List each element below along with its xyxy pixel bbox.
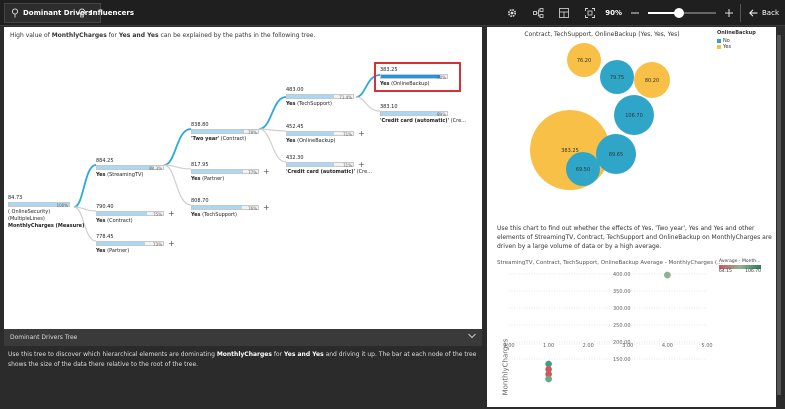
- tree-node[interactable]: 817.95 77% + Yes (Partner): [191, 162, 270, 182]
- bubble-label: 80.20: [645, 78, 659, 84]
- legend-item-yes: Yes: [717, 44, 756, 50]
- bubble-label: 76.20: [577, 58, 591, 64]
- y-tick-label: 300.00: [613, 306, 631, 312]
- scatter-point[interactable]: [664, 271, 671, 279]
- bubble-legend: OnlineBackup No Yes: [717, 30, 756, 50]
- color-scale-title: Average - Month...: [719, 259, 761, 264]
- color-scale-bar: [719, 265, 761, 269]
- tab-dominant-drivers[interactable]: Dominant Drivers: [4, 3, 102, 23]
- pin-icon: [11, 8, 19, 18]
- top-toolbar: Dominant Drivers Influencers 90%: [0, 0, 785, 26]
- bubble[interactable]: 89.65: [596, 134, 636, 174]
- tree-root-node[interactable]: 84.73 100% ( OnlineSecurity) (MultipleLi…: [8, 195, 84, 235]
- tab-influencers[interactable]: Influencers: [72, 3, 142, 23]
- y-tick-label: 350.00: [613, 289, 631, 295]
- bubble-label: 383.25: [561, 148, 579, 154]
- x-tick-label: 2.00: [583, 343, 594, 349]
- y-tick-label: 200.00: [613, 340, 631, 346]
- bubble-label: 89.65: [609, 152, 623, 158]
- bubble-chart: 383.25 76.20 79.75 80.20 106.70 89.65 69…: [530, 43, 670, 190]
- bubble[interactable]: 106.70: [614, 95, 654, 135]
- tree-node[interactable]: 452.45 71% + Yes (OnlineBackup): [286, 124, 365, 144]
- scatter-chart: 400.00 350.00 300.00 250.00 200.00 150.00 0.00…: [503, 271, 713, 383]
- color-scale-max: 106.70: [745, 269, 761, 274]
- expand-plus-icon[interactable]: +: [263, 203, 270, 212]
- back-button[interactable]: Back: [749, 9, 779, 17]
- bubble-label: 79.75: [610, 75, 624, 81]
- tree-node[interactable]: 483.00 71.4% Yes (TechSupport): [286, 87, 354, 107]
- layout-icon[interactable]: [557, 6, 571, 20]
- chevron-down-icon[interactable]: [468, 333, 476, 339]
- bulb-icon: [78, 8, 86, 18]
- y-tick-label: 250.00: [613, 323, 631, 329]
- legend-item-no: No: [717, 38, 756, 44]
- root-line-2: (MultipleLines): [8, 216, 45, 222]
- scatter-point[interactable]: [545, 375, 552, 383]
- zoom-level: 90%: [605, 9, 622, 17]
- chart-info-text: Use this chart to find out whether the e…: [497, 225, 772, 250]
- arrow-left-icon: [749, 9, 758, 17]
- y-tick-label: 400.00: [613, 272, 631, 278]
- tree-node[interactable]: 778.45 73% + Yes (Partner): [96, 234, 175, 254]
- scatter-title: StreamingTV, Contract, TechSupport, Onli…: [497, 260, 723, 266]
- bubble-chart-title: Contract, TechSupport, OnlineBackup (Yes…: [524, 31, 680, 38]
- bubble-label: 106.70: [625, 113, 643, 119]
- dominant-drivers-tree-panel: High value of MonthlyCharges for Yes and…: [4, 27, 482, 329]
- bubble[interactable]: 76.20: [567, 43, 601, 77]
- expand-plus-icon[interactable]: +: [168, 209, 175, 218]
- zoom-out-icon[interactable]: [628, 6, 642, 20]
- tab-label: Dominant Drivers: [23, 9, 93, 17]
- root-line-3: MonthlyCharges (Measure): [8, 223, 85, 229]
- tree-node-selected[interactable]: 383.25 90% Yes (OnlineBackup): [380, 67, 448, 87]
- x-tick-label: 3.00: [622, 343, 633, 349]
- x-tick-label: 4.00: [662, 343, 673, 349]
- tab-label: Influencers: [90, 9, 135, 17]
- bubble[interactable]: 79.75: [600, 60, 634, 94]
- zoom-slider[interactable]: [648, 8, 716, 18]
- bubble[interactable]: 69.50: [566, 152, 600, 186]
- expand-plus-icon[interactable]: +: [263, 167, 270, 176]
- expand-plus-icon[interactable]: +: [358, 160, 365, 169]
- scrollbar-thumb[interactable]: [777, 35, 781, 395]
- tree-headline: High value of MonthlyCharges for Yes and…: [10, 32, 316, 39]
- drivers-tree-section-header[interactable]: Dominant Drivers Tree: [4, 329, 482, 346]
- bubble[interactable]: 80.20: [634, 62, 670, 98]
- x-tick-label: 0.00: [503, 343, 514, 349]
- root-line-1: ( OnlineSecurity): [8, 209, 51, 215]
- details-panel: Contract, TechSupport, OnlineBackup (Yes…: [487, 27, 781, 407]
- tree-node[interactable]: 383.10 89% 'Credit card (automatic)' (Cr…: [380, 104, 466, 124]
- hierarchy-icon[interactable]: [531, 6, 545, 20]
- node-bar: 100%: [8, 202, 70, 208]
- tree-node[interactable]: 838.80 79% 'Two year' (Contract): [191, 122, 259, 142]
- toolbar-divider: [740, 4, 741, 22]
- zoom-in-icon[interactable]: [722, 6, 736, 20]
- tree-node[interactable]: 790.40 75% + Yes (Contract): [96, 204, 175, 224]
- tree-connectors: [73, 74, 381, 242]
- settings-gear-icon[interactable]: [505, 6, 519, 20]
- tree-description: Use this tree to discover which hierarch…: [8, 351, 477, 368]
- fit-to-screen-icon[interactable]: [583, 6, 597, 20]
- tree-node[interactable]: 808.70 76% + Yes (TechSupport): [191, 198, 270, 218]
- x-tick-label: 5.00: [701, 343, 712, 349]
- x-tick-label: 1.00: [543, 343, 554, 349]
- y-tick-label: 150.00: [613, 357, 631, 363]
- color-scale-min: 64.15: [719, 269, 732, 274]
- section-title: Dominant Drivers Tree: [10, 334, 78, 341]
- expand-plus-icon[interactable]: +: [168, 239, 175, 248]
- tree-node[interactable]: 432.30 71% + 'Credit card (automatic)' (…: [286, 155, 372, 175]
- expand-plus-icon[interactable]: +: [358, 129, 365, 138]
- vertical-scrollbar[interactable]: [776, 27, 782, 407]
- legend-title: OnlineBackup: [717, 30, 756, 36]
- node-value: 84.73: [8, 195, 23, 201]
- tree-node[interactable]: 884.25 84.3% Yes (StreamingTV): [96, 158, 164, 178]
- zoom-slider-thumb[interactable]: [673, 8, 684, 18]
- selected-node-highlight: [374, 62, 461, 92]
- back-label: Back: [762, 9, 779, 17]
- color-scale-legend: Average - Month... 64.15 106.70: [719, 259, 777, 274]
- bubble-label: 69.50: [576, 167, 590, 173]
